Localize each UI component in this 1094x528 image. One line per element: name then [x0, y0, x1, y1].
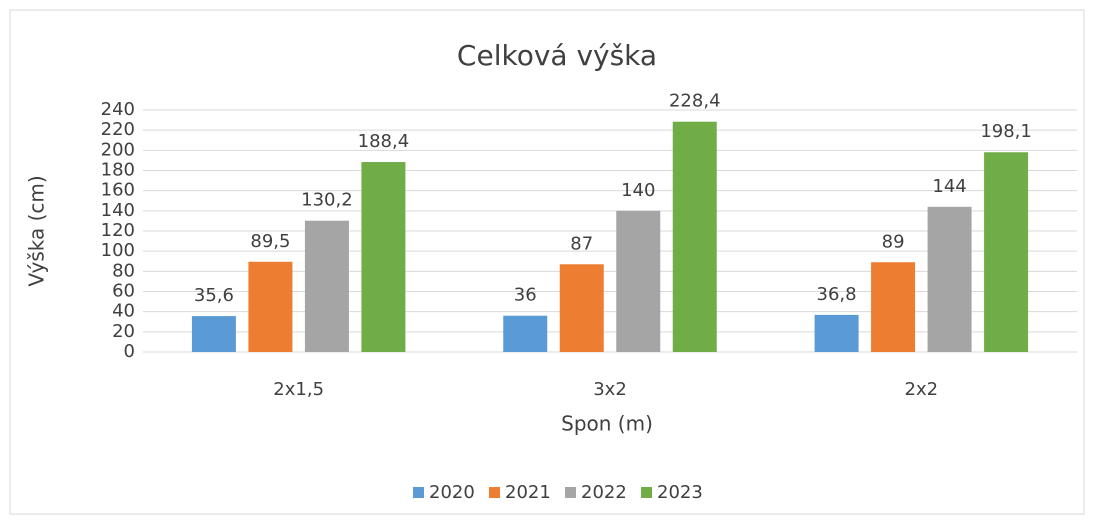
bar: [503, 315, 548, 352]
legend-swatch: [413, 487, 424, 498]
bar: [559, 264, 604, 352]
value-label: 130,2: [301, 190, 353, 211]
chart-frame: [9, 9, 1085, 515]
value-label: 36: [514, 285, 537, 306]
value-label: 140: [621, 180, 655, 201]
value-label: 36,8: [817, 284, 857, 305]
y-tick-label: 220: [101, 119, 135, 140]
bar: [984, 152, 1029, 352]
y-tick-label: 100: [101, 240, 135, 261]
bar: [871, 262, 916, 352]
x-axis-label: Spon (m): [561, 412, 653, 436]
x-tick-label: 2x1,5: [273, 379, 324, 400]
chart-title: Celková výška: [457, 39, 657, 72]
x-tick-label: 3x2: [593, 379, 627, 400]
legend-label: 2022: [581, 482, 627, 503]
value-label: 89,5: [250, 231, 290, 252]
value-label: 198,1: [980, 121, 1032, 142]
legend-swatch: [489, 487, 500, 498]
value-label: 228,4: [669, 91, 721, 112]
x-tick-label: 2x2: [905, 379, 939, 400]
y-tick-label: 160: [101, 180, 135, 201]
y-axis-label: Výška (cm): [25, 175, 49, 286]
y-tick-label: 80: [112, 260, 135, 281]
y-tick-label: 20: [112, 321, 135, 342]
value-label: 35,6: [194, 285, 234, 306]
legend-swatch: [565, 487, 576, 498]
bar: [616, 210, 661, 352]
y-tick-label: 180: [101, 160, 135, 181]
bar: [304, 220, 349, 352]
y-tick-label: 0: [124, 341, 135, 362]
bar: [248, 261, 293, 352]
y-tick-label: 120: [101, 220, 135, 241]
legend-label: 2020: [429, 482, 475, 503]
y-tick-label: 60: [112, 281, 135, 302]
value-label: 144: [932, 176, 966, 197]
legend-swatch: [641, 487, 652, 498]
y-tick-label: 240: [101, 99, 135, 120]
value-label: 188,4: [358, 131, 410, 152]
y-tick-label: 140: [101, 200, 135, 221]
bar: [361, 162, 406, 352]
value-label: 87: [570, 233, 593, 254]
bar: [814, 314, 859, 352]
legend-label: 2023: [657, 482, 703, 503]
bar: [927, 206, 972, 352]
value-label: 89: [882, 231, 905, 252]
bar: [672, 121, 717, 353]
bar: [191, 316, 236, 352]
legend-label: 2021: [505, 482, 551, 503]
y-tick-label: 200: [101, 139, 135, 160]
y-tick-label: 40: [112, 301, 135, 322]
